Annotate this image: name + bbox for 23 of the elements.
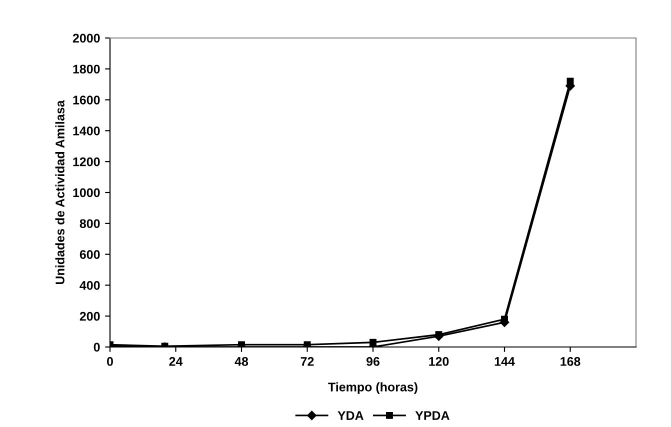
y-tick-label: 800 bbox=[80, 219, 100, 228]
x-tick-label: 24 bbox=[169, 357, 183, 366]
y-axis-title: Unidades de Actividad Amilasa bbox=[55, 100, 64, 284]
x-tick-label: 48 bbox=[234, 357, 248, 366]
y-tick-label: 200 bbox=[80, 312, 100, 321]
legend-label: YDA bbox=[338, 411, 364, 420]
legend-label: YPDA bbox=[415, 411, 450, 420]
x-tick-label: 72 bbox=[300, 357, 314, 366]
x-axis-title: Tiempo (horas) bbox=[328, 382, 418, 394]
y-tick-label: 600 bbox=[80, 250, 100, 259]
y-tick-label: 0 bbox=[94, 342, 100, 352]
x-tick-label: 96 bbox=[366, 357, 380, 366]
y-tick-label: 1000 bbox=[73, 188, 100, 198]
y-tick-label: 1600 bbox=[73, 96, 100, 104]
y-tick-label: 1400 bbox=[73, 126, 100, 136]
x-tick-label: 0 bbox=[107, 357, 113, 366]
y-tick-label: 1800 bbox=[73, 64, 100, 74]
y-tick-label: 1200 bbox=[73, 157, 100, 166]
y-tick-label: 2000 bbox=[72, 34, 100, 43]
y-tick-label: 400 bbox=[80, 281, 100, 290]
x-tick-label: 120 bbox=[429, 357, 449, 366]
x-tick-label: 168 bbox=[560, 357, 580, 366]
x-tick-label: 144 bbox=[494, 357, 515, 366]
